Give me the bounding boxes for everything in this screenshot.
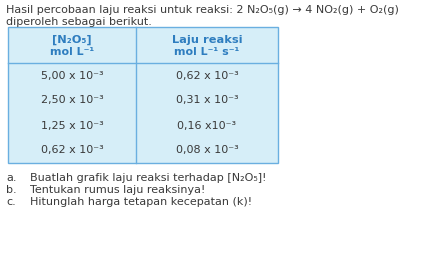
Text: 0,08 x 10⁻³: 0,08 x 10⁻³ (175, 146, 238, 155)
Text: c.: c. (6, 197, 16, 207)
Text: 0,62 x 10⁻³: 0,62 x 10⁻³ (175, 70, 238, 81)
Bar (8, 27, 278, 163)
Text: diperoleh sebagai berikut.: diperoleh sebagai berikut. (6, 17, 152, 27)
Text: 1,25 x 10⁻³: 1,25 x 10⁻³ (41, 120, 103, 131)
Text: Buatlah grafik laju reaksi terhadap [N₂O₅]!: Buatlah grafik laju reaksi terhadap [N₂O… (30, 173, 267, 183)
Text: mol L⁻¹ s⁻¹: mol L⁻¹ s⁻¹ (174, 47, 240, 57)
Text: Hitunglah harga tetapan kecepatan (k)!: Hitunglah harga tetapan kecepatan (k)! (30, 197, 252, 207)
Text: mol L⁻¹: mol L⁻¹ (50, 47, 94, 57)
Text: 0,31 x 10⁻³: 0,31 x 10⁻³ (176, 96, 238, 105)
Text: Hasil percobaan laju reaksi untuk reaksi: 2 N₂O₅(g) → 4 NO₂(g) + O₂(g): Hasil percobaan laju reaksi untuk reaksi… (6, 5, 399, 15)
Text: Laju reaksi: Laju reaksi (172, 35, 242, 45)
Text: 0,16 x10⁻³: 0,16 x10⁻³ (178, 120, 237, 131)
Text: 2,50 x 10⁻³: 2,50 x 10⁻³ (41, 96, 103, 105)
Text: b.: b. (6, 185, 17, 195)
Text: 5,00 x 10⁻³: 5,00 x 10⁻³ (41, 70, 103, 81)
Text: [N₂O₅]: [N₂O₅] (52, 35, 92, 45)
Text: Tentukan rumus laju reaksinya!: Tentukan rumus laju reaksinya! (30, 185, 206, 195)
Text: 0,62 x 10⁻³: 0,62 x 10⁻³ (41, 146, 103, 155)
Text: a.: a. (6, 173, 16, 183)
